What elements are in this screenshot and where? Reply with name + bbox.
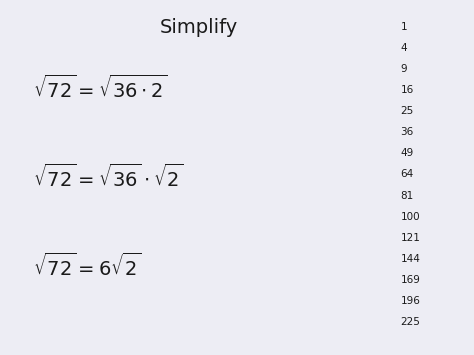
Text: $\sqrt{72} = 6\sqrt{2}$: $\sqrt{72} = 6\sqrt{2}$ (33, 253, 141, 280)
Text: 121: 121 (401, 233, 420, 243)
Text: 9: 9 (401, 64, 407, 74)
Text: 4: 4 (401, 43, 407, 53)
Text: 25: 25 (401, 106, 414, 116)
Text: $\sqrt{72} = \sqrt{36 \cdot 2}$: $\sqrt{72} = \sqrt{36 \cdot 2}$ (33, 75, 168, 102)
Text: 196: 196 (401, 296, 420, 306)
Text: 16: 16 (401, 85, 414, 95)
Text: 100: 100 (401, 212, 420, 222)
Text: 144: 144 (401, 254, 420, 264)
Text: 81: 81 (401, 191, 414, 201)
Text: 64: 64 (401, 169, 414, 180)
Text: 1: 1 (401, 22, 407, 32)
Text: 36: 36 (401, 127, 414, 137)
Text: Simplify: Simplify (160, 18, 238, 37)
Text: $\sqrt{72} = \sqrt{36} \cdot \sqrt{2}$: $\sqrt{72} = \sqrt{36} \cdot \sqrt{2}$ (33, 164, 184, 191)
Text: 225: 225 (401, 317, 420, 327)
Text: 49: 49 (401, 148, 414, 158)
Text: 169: 169 (401, 275, 420, 285)
